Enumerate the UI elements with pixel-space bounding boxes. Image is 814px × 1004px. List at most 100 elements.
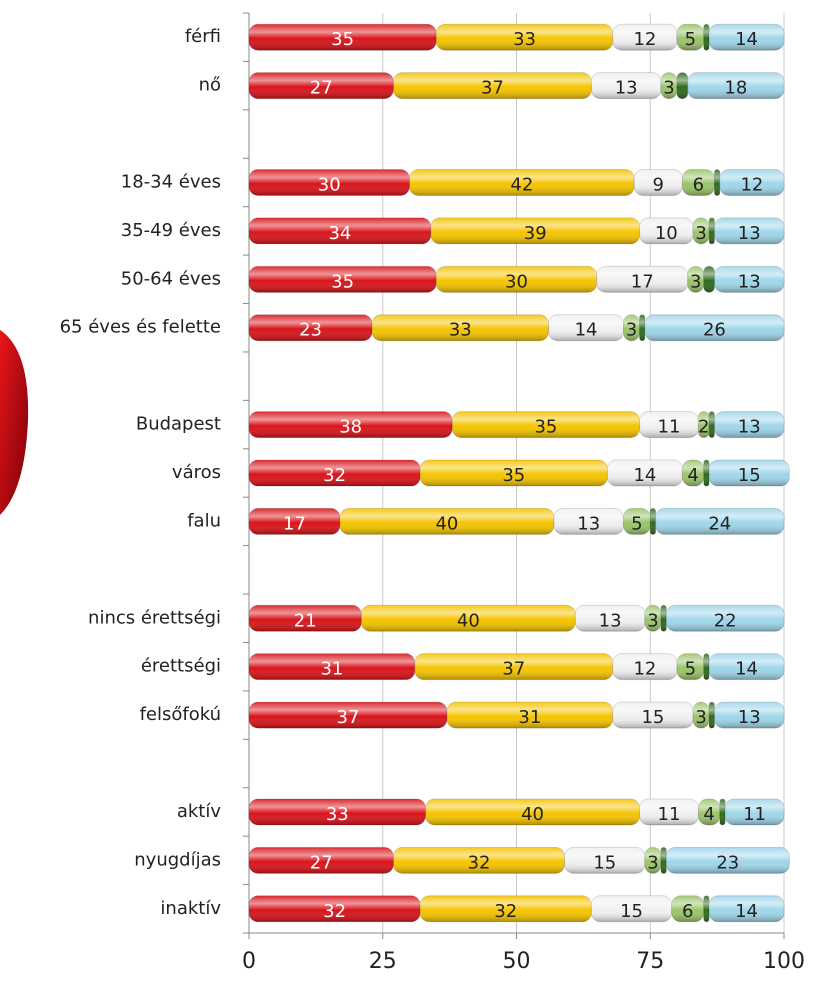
- bar-segment: [612, 653, 678, 681]
- bar-segment: [708, 653, 785, 681]
- bar-shine: [660, 72, 677, 99]
- bar-segment: [687, 265, 705, 293]
- bar-shine: [607, 460, 683, 486]
- bar-segment: [665, 604, 785, 632]
- bar-segment: [248, 411, 453, 439]
- y-tick-label: felsőfokú: [140, 704, 221, 725]
- bar-shine: [553, 508, 624, 535]
- bar-shine: [249, 411, 453, 438]
- bar-shine: [703, 266, 715, 293]
- bar-shine: [361, 605, 576, 632]
- bar-shine: [249, 460, 421, 486]
- bar-segment: [703, 265, 715, 293]
- value-label: 35: [331, 271, 354, 292]
- value-label: 6: [682, 901, 693, 922]
- bar-shine: [709, 24, 784, 51]
- bar-segment: [623, 507, 651, 535]
- bar-shine: [249, 217, 431, 244]
- value-label: 23: [299, 320, 322, 341]
- x-tick-label: 50: [503, 949, 531, 974]
- bar-segment: [639, 798, 699, 826]
- bar-shine: [693, 217, 710, 244]
- bar-shine: [249, 702, 447, 729]
- bar-segment: [719, 798, 726, 826]
- bar-shine: [714, 702, 784, 729]
- bar-segment: [248, 604, 362, 632]
- bar-shine: [452, 411, 640, 438]
- value-label: 39: [524, 223, 547, 244]
- value-label: 12: [740, 174, 763, 195]
- bar-shine: [698, 411, 710, 438]
- value-label: 15: [620, 901, 643, 922]
- bar-segment: [655, 507, 785, 535]
- value-label: 27: [310, 78, 333, 99]
- value-label: 15: [641, 707, 664, 728]
- bar-shine: [623, 508, 651, 535]
- value-label: 21: [294, 610, 317, 631]
- bar-shine: [644, 314, 784, 341]
- bar-segment: [703, 23, 710, 51]
- bar-segment: [419, 459, 608, 487]
- bar-segment: [708, 411, 715, 439]
- bar-segment: [446, 701, 614, 729]
- bar-segment: [548, 314, 624, 342]
- bar-shine: [436, 266, 597, 293]
- bar-shine: [409, 169, 635, 196]
- bar-shine: [714, 217, 784, 244]
- value-label: 10: [655, 223, 678, 244]
- bar-segment: [612, 23, 678, 51]
- value-label: 3: [663, 78, 674, 99]
- bar-shine: [714, 411, 784, 438]
- value-label: 15: [738, 465, 761, 486]
- value-label: 5: [685, 659, 696, 680]
- bar-shine: [249, 508, 340, 535]
- bar-shine: [698, 798, 720, 825]
- y-tick-label: érettségi: [141, 656, 221, 677]
- value-label: 14: [735, 901, 758, 922]
- value-label: 13: [738, 417, 761, 438]
- bar-shine: [623, 314, 640, 341]
- bar-segment: [681, 168, 715, 196]
- decoration: [0, 330, 29, 515]
- bar-segment: [553, 507, 625, 535]
- value-label: 13: [738, 223, 761, 244]
- bar-segment: [435, 265, 598, 293]
- bar-shine: [612, 653, 677, 680]
- value-label: 35: [331, 29, 354, 50]
- value-label: 9: [653, 174, 664, 195]
- value-label: 2: [698, 417, 709, 438]
- value-label: 17: [283, 513, 306, 534]
- bar-segment: [596, 265, 689, 293]
- bar-shine: [703, 653, 710, 680]
- value-label: 22: [714, 610, 737, 631]
- bar-segment: [687, 72, 785, 100]
- bar-shine: [249, 24, 437, 51]
- value-label: 3: [695, 707, 706, 728]
- bar-shine: [414, 653, 613, 680]
- bar-shine: [693, 702, 710, 729]
- value-label: 35: [534, 417, 557, 438]
- bar-shine: [725, 798, 784, 825]
- bar-segment: [697, 411, 710, 439]
- value-label: 3: [647, 610, 658, 631]
- bar-shine: [575, 605, 645, 632]
- y-tick-label: 35-49 éves: [121, 220, 221, 241]
- bar-segment: [724, 798, 785, 826]
- value-label: 31: [320, 659, 343, 680]
- value-label: 40: [457, 610, 480, 631]
- bar-segment: [644, 846, 662, 874]
- bar-shine: [709, 653, 784, 680]
- bar-shine: [671, 895, 704, 922]
- y-tick-label: nő: [199, 75, 221, 96]
- y-tick-label: aktív: [177, 801, 222, 822]
- value-label: 40: [435, 513, 458, 534]
- bar-segment: [248, 459, 421, 487]
- bar-shine: [393, 847, 565, 874]
- bar-segment: [419, 895, 592, 923]
- bar-segment: [713, 265, 785, 293]
- bar-segment: [713, 411, 785, 439]
- bar-segment: [708, 23, 785, 51]
- value-label: 3: [690, 271, 701, 292]
- bar-shine: [249, 72, 394, 99]
